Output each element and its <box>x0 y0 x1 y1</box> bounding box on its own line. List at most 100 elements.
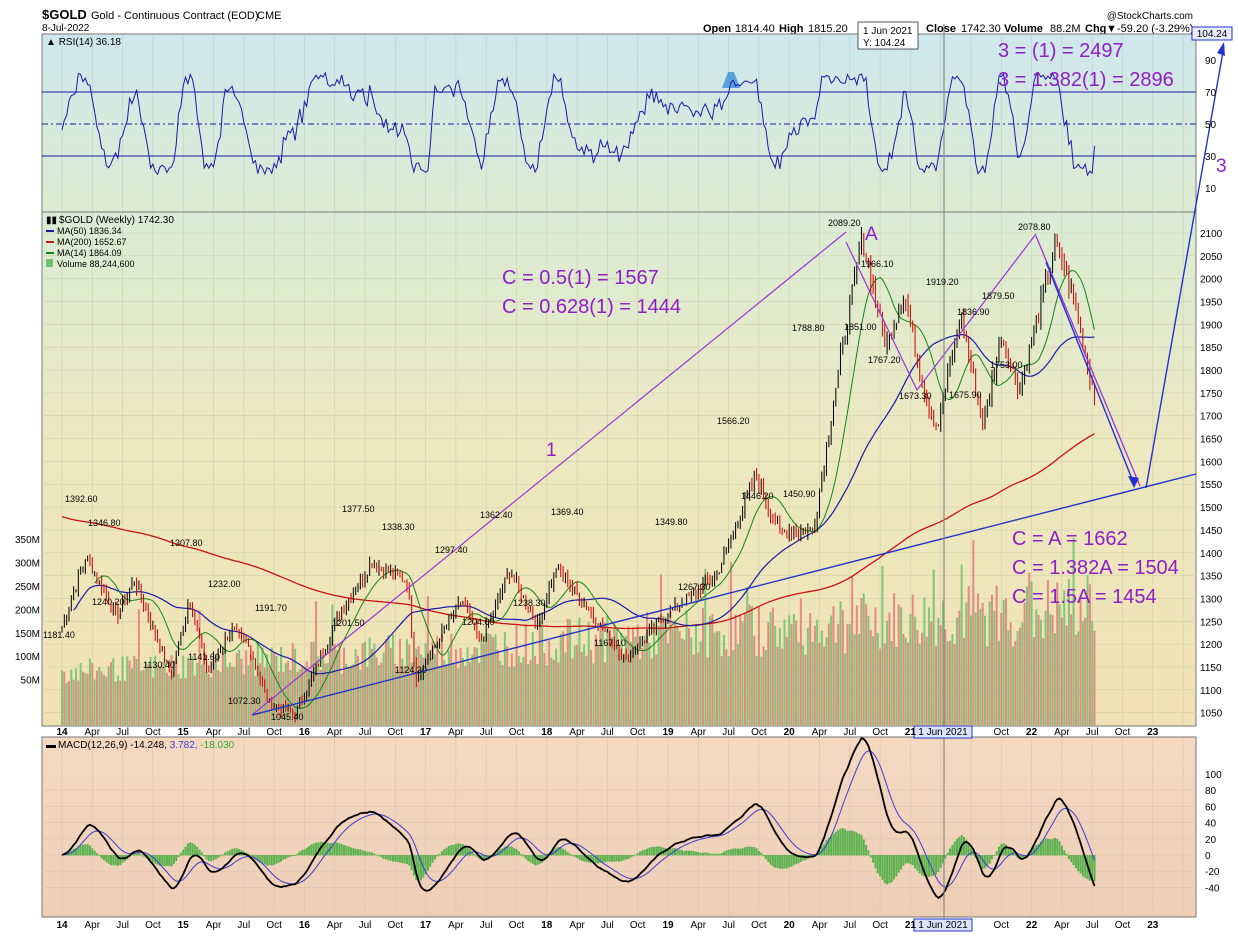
legend-ma50: MA(50) 1836.34 <box>57 226 122 236</box>
macd-hist-bar <box>643 849 646 856</box>
volume-bar <box>238 649 241 725</box>
volume-bar <box>664 621 667 725</box>
macd-hist-bar <box>694 851 697 856</box>
volume-bar <box>667 643 669 725</box>
macd-hist-bar <box>1049 838 1052 856</box>
macd-hist-bar <box>699 852 702 856</box>
macd-hist-bar <box>799 855 802 862</box>
macd-hist-bar <box>359 849 362 856</box>
volume-bar <box>499 660 502 725</box>
volume-bar <box>534 655 537 725</box>
volume-bar <box>837 624 840 725</box>
pivot-label: 1369.40 <box>551 507 584 517</box>
macd-hist-bar <box>876 855 879 874</box>
macd-hist-bar <box>387 855 390 861</box>
macd-hist-bar <box>1084 855 1087 878</box>
crosshair-axis-tag-macd <box>913 918 973 932</box>
macd-hist-bar <box>932 855 935 876</box>
macd-hist-bar <box>653 847 656 856</box>
macd-hist-bar <box>398 855 401 863</box>
volume-bar <box>531 632 534 725</box>
volume-axis-tick: 350M <box>15 535 40 546</box>
volume-bar <box>114 681 117 725</box>
macd-hist-bar <box>198 849 201 856</box>
macd-hist-bar <box>291 855 294 857</box>
macd-hist-bar <box>536 855 539 865</box>
volume-bar <box>601 626 604 725</box>
macd-hist-bar <box>916 855 919 871</box>
volume-bar <box>205 671 208 725</box>
volume-bar <box>326 662 329 725</box>
annotation-c-retrace-2: C = 0.628(1) = 1444 <box>502 296 681 318</box>
volume-bar <box>555 648 558 725</box>
macd-hist-bar <box>604 855 607 863</box>
volume-bar <box>100 671 103 725</box>
volume-bar <box>925 636 928 725</box>
volume-bar <box>475 647 478 725</box>
volume-bar <box>119 680 122 725</box>
macd-hist-bar <box>357 849 360 856</box>
macd-hist-bar <box>310 844 313 856</box>
macd-hist-bar <box>457 843 460 856</box>
volume-bar <box>599 623 602 725</box>
time-axis-tick: 16 <box>299 727 311 738</box>
macd-hist-bar <box>839 828 842 856</box>
volume-bar <box>1058 604 1061 725</box>
crosshair-value: 104.24 <box>1197 29 1228 40</box>
macd-hist-bar <box>370 852 373 856</box>
crosshair-date: 1 Jun 2021 <box>863 26 913 37</box>
time-axis-tick: 21 <box>905 920 917 931</box>
volume-bar <box>760 656 763 725</box>
wave-3-arrowhead-icon <box>1217 42 1225 56</box>
macd-hist-bar <box>902 855 905 866</box>
price-axis-tick: 1550 <box>1200 480 1223 491</box>
macd-hist-bar <box>308 846 311 856</box>
macd-axis-tick: 100 <box>1205 770 1222 781</box>
volume-bar <box>382 652 385 725</box>
time-axis-tick: 17 <box>420 727 432 738</box>
volume-bar <box>98 666 101 725</box>
volume-bar <box>161 662 164 725</box>
instrument-name: Gold - Continuous Contract (EOD) <box>91 10 259 22</box>
volume-bar <box>1049 614 1052 725</box>
macd-hist-bar <box>415 855 418 881</box>
macd-panel <box>41 736 1197 918</box>
pivot-label: 1240.20 <box>92 597 125 607</box>
volume-bar <box>559 634 562 725</box>
volume-bar <box>811 641 814 725</box>
time-axis-tick: Jul <box>237 920 250 931</box>
macd-hist-bar <box>729 849 732 856</box>
volume-bar <box>750 605 753 725</box>
time-axis-tick: Oct <box>751 920 767 931</box>
macd-hist-bar <box>785 855 788 869</box>
macd-hist-bar <box>529 855 532 863</box>
volume-bar <box>930 621 933 725</box>
macd-hist-bar <box>301 850 304 856</box>
volume-bar <box>291 643 294 725</box>
macd-hist-bar <box>757 851 760 856</box>
rsi-axis-tick: 70 <box>1205 88 1217 99</box>
macd-hist-bar <box>93 850 96 856</box>
volume-bar <box>643 635 646 725</box>
macd-hist-bar <box>946 852 949 856</box>
macd-line <box>61 736 1096 900</box>
volume-bar <box>440 633 443 725</box>
volume-bar <box>431 640 434 725</box>
macd-hist-bar <box>142 855 145 857</box>
time-axis-tick: Apr <box>569 920 585 931</box>
macd-hist-bar <box>205 855 208 860</box>
volume-bar <box>818 642 821 725</box>
macd-hist-bar <box>750 847 753 856</box>
time-axis-tick: Oct <box>509 727 525 738</box>
price-pivot-labels: 1392.60 1346.80 1307.80 1240.20 1181.40 1130.… <box>43 218 1051 722</box>
macd-hist-bar <box>522 855 525 857</box>
time-axis-tick: 19 <box>662 727 674 738</box>
time-axis-tick: 23 <box>1147 727 1159 738</box>
macd-hist-bar <box>1023 855 1026 858</box>
macd-hist-bar <box>844 829 847 856</box>
macd-hist-bar <box>186 843 189 856</box>
volume-bar <box>361 643 364 725</box>
pivot-label: 1836.90 <box>957 307 990 317</box>
macd-hist-bar <box>273 855 276 865</box>
